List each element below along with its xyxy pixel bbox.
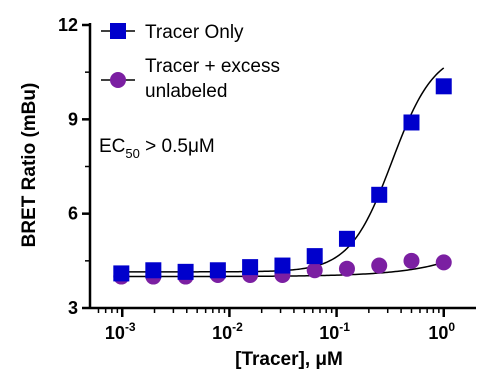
legend-tracer-excess-label: Tracer + excess (145, 56, 280, 77)
legend: Tracer Only Tracer + excess unlabeled (101, 22, 280, 102)
legend-tracer-only-label: Tracer Only (145, 22, 244, 43)
point-tracer-only (209, 262, 226, 279)
point-tracer-excess (403, 252, 420, 269)
point-tracer-only (145, 262, 162, 279)
x-tick-label: 10-3 (105, 320, 136, 343)
point-tracer-excess (306, 262, 323, 279)
point-tracer-only (274, 257, 291, 274)
x-tick-base: 10 (319, 323, 339, 343)
y-axis-title: BRET Ratio (mBu) (19, 83, 40, 248)
x-tick-base: 10 (105, 323, 125, 343)
y-tick-label: 3 (68, 298, 78, 318)
ec50-prefix: EC (99, 136, 125, 157)
point-tracer-excess (338, 260, 355, 277)
point-tracer-only (435, 78, 452, 95)
y-tick-label: 9 (68, 109, 78, 129)
point-tracer-only (177, 263, 194, 280)
x-tick-exponent: -2 (232, 320, 243, 334)
point-tracer-only (403, 114, 420, 131)
data-points (113, 78, 452, 285)
x-tick-label: 100 (428, 320, 455, 343)
legend-tracer-excess-marker (110, 72, 126, 88)
legend-tracer-excess-label: unlabeled (145, 81, 227, 102)
ec50-subscript: 50 (125, 146, 139, 161)
x-tick-base: 10 (428, 323, 448, 343)
x-tick-exponent: -3 (125, 320, 136, 334)
x-tick-exponent: -1 (339, 320, 350, 334)
ec50-suffix: > 0.5μM (140, 136, 215, 157)
point-tracer-only (338, 230, 355, 247)
x-tick-label: 10-2 (212, 320, 243, 343)
x-tick-label: 10-1 (319, 320, 350, 343)
y-tick-label: 12 (58, 15, 78, 35)
x-tick-base: 10 (212, 323, 232, 343)
point-tracer-only (113, 265, 130, 282)
legend-tracer-only-marker (110, 23, 126, 39)
point-tracer-only (242, 259, 259, 276)
point-tracer-only (371, 186, 388, 203)
point-tracer-excess (371, 257, 388, 274)
x-tick-exponent: 0 (448, 320, 455, 334)
y-tick-label: 6 (68, 204, 78, 224)
point-tracer-excess (435, 254, 452, 271)
point-tracer-only (306, 248, 323, 265)
x-axis-title: [Tracer], μM (235, 349, 343, 370)
ec50-annotation: EC50 > 0.5μM (99, 136, 215, 161)
